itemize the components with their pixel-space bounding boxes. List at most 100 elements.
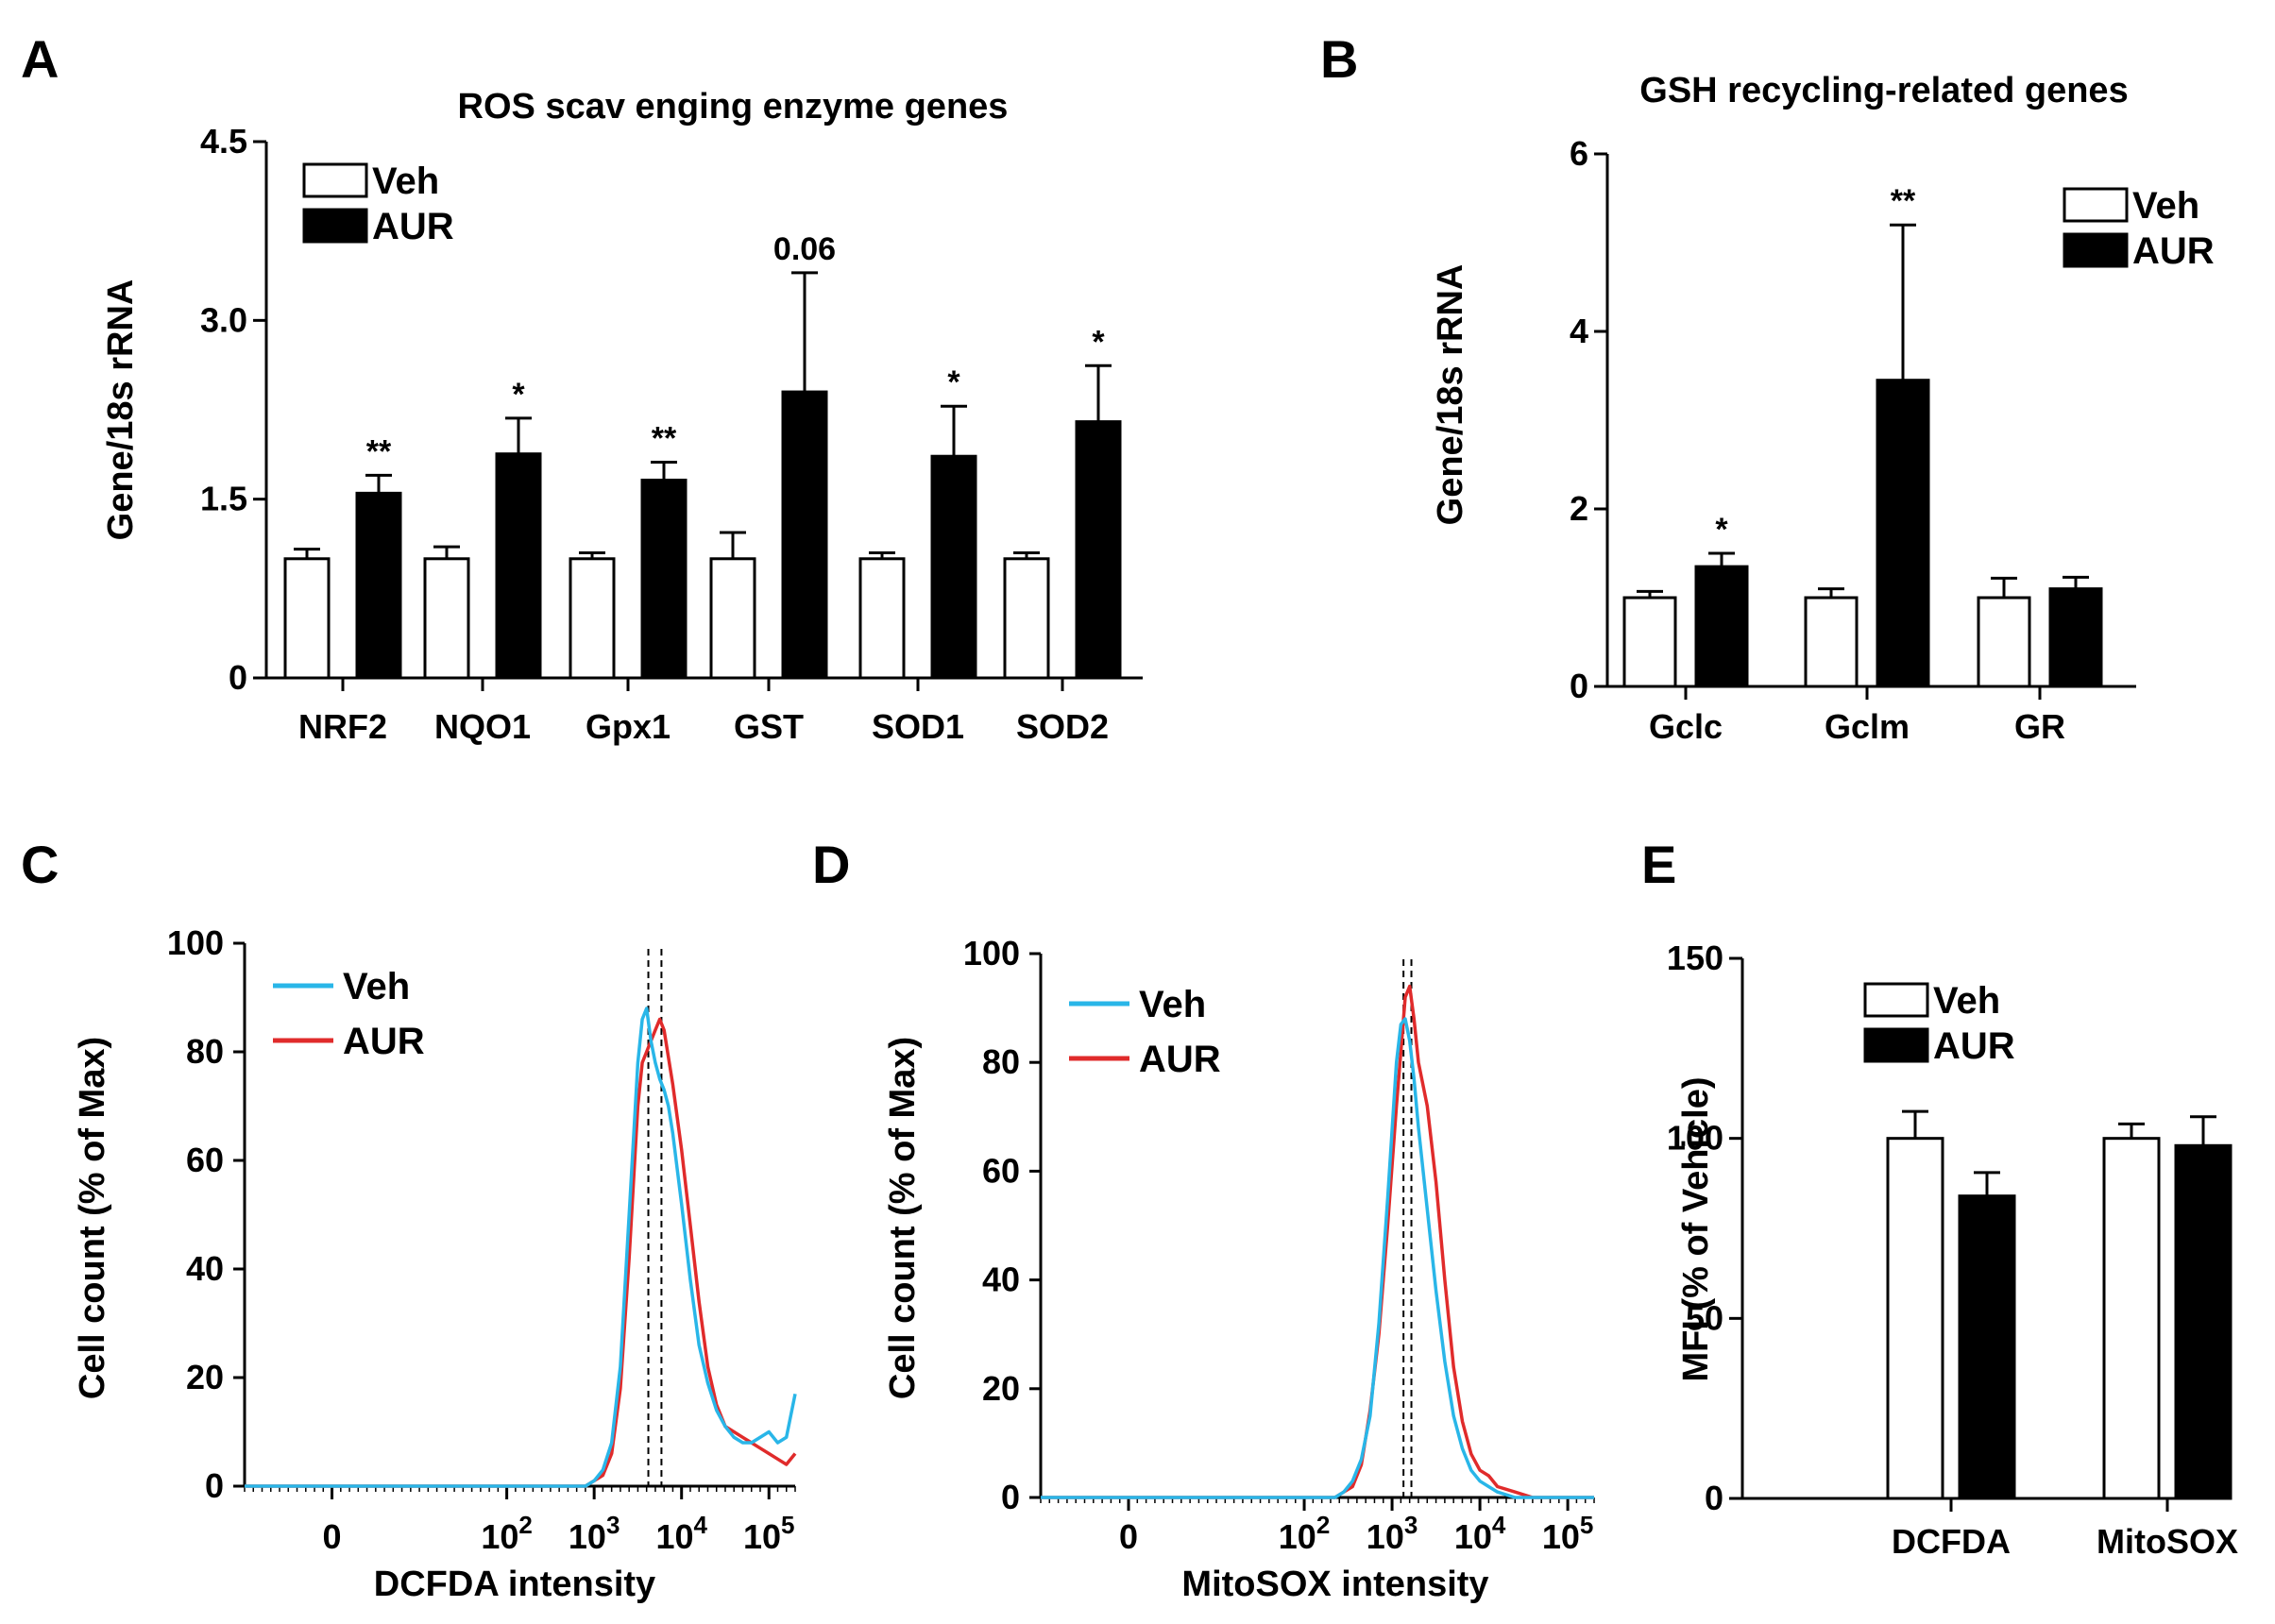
x-tick-label: 103 xyxy=(1367,1511,1418,1556)
y-tick-label: 40 xyxy=(982,1260,1020,1299)
x-tick-exponent: 5 xyxy=(781,1511,794,1539)
y-axis-label: Gene/18s rRNA xyxy=(1431,264,1470,526)
panel-letter-e: E xyxy=(1641,835,1676,894)
category-label: SOD1 xyxy=(872,707,964,746)
y-tick-label: 20 xyxy=(982,1369,1020,1408)
y-tick-label: 0 xyxy=(1705,1479,1723,1517)
x-tick-base: 0 xyxy=(1119,1517,1138,1556)
chart-title: ROS scav enging enzyme genes xyxy=(458,87,1009,127)
bar-aur-gr xyxy=(2048,587,2103,688)
y-tick-label: 20 xyxy=(186,1358,224,1396)
y-tick-label: 150 xyxy=(1667,939,1723,977)
significance-label: ** xyxy=(652,421,677,457)
category-label: Gclc xyxy=(1649,707,1723,746)
legend-label-aur: AUR xyxy=(2132,230,2215,272)
x-tick-base: 0 xyxy=(323,1517,342,1556)
category-label: MitoSOX xyxy=(2097,1522,2238,1561)
y-tick-label: 50 xyxy=(1686,1298,1723,1337)
y-tick-label: 60 xyxy=(982,1151,1020,1190)
x-tick-label: 105 xyxy=(1542,1511,1594,1556)
legend-swatch-veh xyxy=(1863,982,1929,1018)
legend-label-veh: Veh xyxy=(372,161,439,202)
x-tick-exponent: 3 xyxy=(606,1511,620,1539)
legend-swatch-veh xyxy=(302,162,368,198)
chart-title: GSH recycling-related genes xyxy=(1639,71,2128,110)
bar-veh-gr xyxy=(1977,596,2031,688)
bar-aur-sod2 xyxy=(1075,420,1122,680)
significance-label: * xyxy=(947,364,960,400)
bar-aur-nrf2 xyxy=(355,491,402,680)
legend-label-veh: Veh xyxy=(1933,980,2000,1022)
legend-label-aur: AUR xyxy=(1139,1039,1221,1080)
x-tick-label: 103 xyxy=(569,1511,620,1556)
x-tick-exponent: 2 xyxy=(1316,1511,1330,1539)
bar-aur-dcfda xyxy=(1958,1194,2016,1500)
y-tick-label: 1.5 xyxy=(200,480,247,518)
bar-veh-mitosox xyxy=(2102,1137,2161,1500)
panel-e-chart: 0 50 100 150 MFI (% of Vehicle) DCFDA MitoSOX V… xyxy=(1667,939,2238,1561)
y-tick-label: 0 xyxy=(1570,667,1588,705)
y-tick-label: 40 xyxy=(186,1249,224,1288)
bar-veh-dcfda xyxy=(1886,1137,1944,1500)
bar-aur-mitosox xyxy=(2174,1143,2233,1500)
x-tick-base: 10 xyxy=(481,1517,518,1556)
panel-letter-d: D xyxy=(812,835,850,894)
y-axis-label: MFI (% of Vehicle) xyxy=(1676,1076,1716,1381)
legend-swatch-veh xyxy=(2063,187,2129,223)
x-tick-base: 10 xyxy=(743,1517,781,1556)
bar-veh-gst xyxy=(709,557,756,680)
y-axis-label: Cell count (% of Max) xyxy=(73,1037,112,1399)
legend-label-aur: AUR xyxy=(1933,1025,2015,1067)
category-label: Gclm xyxy=(1825,707,1910,746)
significance-label: ** xyxy=(1891,183,1916,219)
x-tick-base: 10 xyxy=(1279,1517,1316,1556)
x-tick-base: 10 xyxy=(1367,1517,1404,1556)
y-tick-label: 100 xyxy=(1667,1119,1723,1158)
category-label: DCFDA xyxy=(1892,1522,2011,1561)
series-line-veh xyxy=(1041,1017,1594,1499)
bar-aur-sod1 xyxy=(930,454,977,680)
x-tick-base: 10 xyxy=(1454,1517,1492,1556)
x-tick-exponent: 4 xyxy=(1492,1511,1506,1539)
category-label: GR xyxy=(2014,707,2065,746)
x-axis-label: DCFDA intensity xyxy=(374,1565,655,1604)
legend-label-veh: Veh xyxy=(343,966,410,1007)
x-tick-label: 102 xyxy=(481,1511,533,1556)
x-tick-base: 10 xyxy=(569,1517,606,1556)
bar-veh-gclm xyxy=(1804,596,1859,688)
y-tick-label: 80 xyxy=(186,1032,224,1071)
significance-label: * xyxy=(1092,324,1105,360)
bar-veh-sod2 xyxy=(1003,557,1050,680)
legend-label-aur: AUR xyxy=(372,206,454,247)
legend-swatch-aur xyxy=(302,208,368,244)
significance-label: * xyxy=(512,377,525,413)
category-label: NRF2 xyxy=(298,707,387,746)
y-tick-label: 100 xyxy=(167,923,224,962)
x-tick-exponent: 5 xyxy=(1580,1511,1593,1539)
y-tick-label: 100 xyxy=(963,934,1020,973)
bar-aur-nqo1 xyxy=(495,452,542,680)
panel-letter-a: A xyxy=(21,29,59,89)
y-axis-label: Gene/18s rRNA xyxy=(101,279,141,541)
series-line-aur xyxy=(245,1017,797,1488)
x-tick-base: 10 xyxy=(655,1517,693,1556)
x-tick-exponent: 3 xyxy=(1404,1511,1418,1539)
x-tick-label: 102 xyxy=(1279,1511,1331,1556)
x-tick-label: 105 xyxy=(743,1511,795,1556)
bar-aur-gclc xyxy=(1694,565,1749,688)
x-tick-label: 0 xyxy=(323,1517,342,1556)
legend-label-veh: Veh xyxy=(2132,185,2199,227)
significance-label: * xyxy=(1715,512,1728,548)
bar-veh-gpx1 xyxy=(569,557,616,680)
category-label: GST xyxy=(734,707,804,746)
category-label: Gpx1 xyxy=(586,707,671,746)
panel-a-chart: ROS scav enging enzyme genes 0 1.5 3.0 4.5 Ge… xyxy=(101,87,1143,746)
legend-label-aur: AUR xyxy=(343,1021,425,1062)
x-axis-label: MitoSOX intensity xyxy=(1181,1565,1488,1604)
x-tick-base: 10 xyxy=(1542,1517,1580,1556)
x-tick-exponent: 2 xyxy=(518,1511,532,1539)
y-tick-label: 6 xyxy=(1570,134,1588,173)
